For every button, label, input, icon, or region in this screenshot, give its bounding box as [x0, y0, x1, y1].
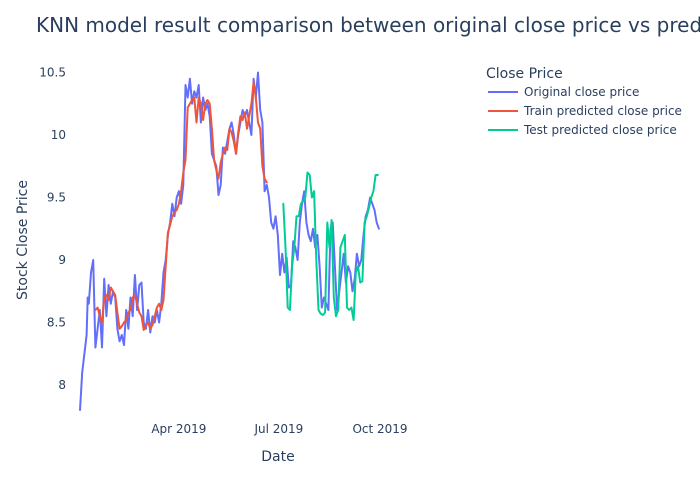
- x-axis-label: Date: [261, 449, 294, 465]
- chart-title: KNN model result comparison between orig…: [36, 13, 700, 37]
- x-tick-label: Oct 2019: [352, 422, 407, 436]
- series-line-3: [282, 171, 379, 321]
- y-axis-ticks: 8 8.5 9 9.5 10 10.5: [39, 66, 66, 393]
- legend-title: Close Price: [486, 66, 563, 82]
- series-line-1: [79, 71, 380, 411]
- legend-label[interactable]: Original close price: [524, 85, 639, 99]
- y-tick-label: 8: [58, 378, 66, 392]
- y-axis-label: Stock Close Price: [15, 180, 31, 300]
- legend-label[interactable]: Train predicted close price: [523, 104, 682, 118]
- y-tick-label: 10.5: [39, 66, 66, 80]
- series-line-2: [94, 81, 268, 331]
- y-tick-label: 10: [51, 128, 66, 142]
- x-tick-label: Apr 2019: [151, 422, 206, 436]
- y-tick-label: 9.5: [47, 191, 66, 205]
- y-tick-label: 9: [58, 253, 66, 267]
- legend: Close Price Original close price Train pr…: [486, 66, 682, 137]
- y-tick-label: 8.5: [47, 316, 66, 330]
- legend-label[interactable]: Test predicted close price: [523, 123, 677, 137]
- plot-area: [79, 71, 380, 411]
- x-axis-ticks: Apr 2019 Jul 2019 Oct 2019: [151, 422, 407, 436]
- x-tick-label: Jul 2019: [253, 422, 303, 436]
